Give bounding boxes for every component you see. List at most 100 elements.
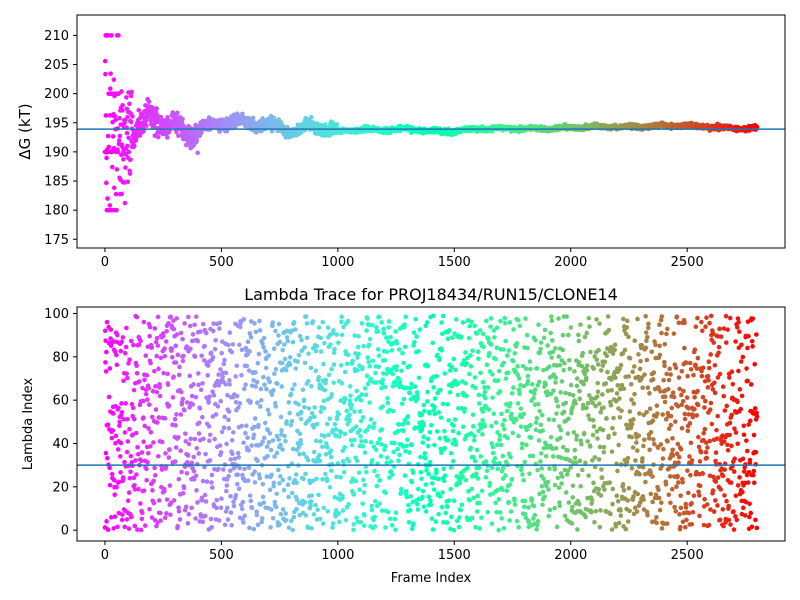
lambda-point — [413, 316, 419, 322]
lambda-point — [147, 324, 153, 330]
lambda-point — [429, 516, 435, 521]
lambda-point — [472, 458, 478, 464]
lambda-point — [484, 362, 490, 368]
lambda-point — [333, 427, 339, 432]
lambda-point — [432, 404, 437, 410]
delta-g-point — [260, 116, 265, 121]
lambda-point — [574, 383, 580, 389]
lambda-point — [363, 439, 368, 444]
lambda-point — [362, 450, 368, 455]
lambda-point — [389, 348, 395, 353]
lambda-point — [241, 440, 246, 446]
lambda-point — [178, 412, 184, 417]
lambda-point — [318, 335, 323, 341]
lambda-point — [258, 386, 264, 392]
delta-g-point — [156, 134, 161, 140]
lambda-point — [403, 488, 409, 494]
lambda-point — [228, 493, 233, 499]
lambda-point — [342, 369, 348, 375]
lambda-point — [172, 416, 178, 422]
lambda-point — [112, 514, 118, 519]
lambda-point — [372, 514, 378, 520]
lambda-point — [213, 412, 219, 417]
lambda-point — [490, 372, 495, 377]
lambda-point — [202, 492, 208, 498]
lambda-point — [450, 428, 456, 434]
lambda-point — [399, 368, 404, 374]
lambda-point — [597, 321, 602, 326]
lambda-point — [581, 430, 587, 436]
lambda-point — [558, 390, 563, 395]
lambda-point — [415, 507, 421, 512]
lambda-point — [390, 371, 395, 377]
lambda-point — [464, 361, 470, 366]
lambda-point — [475, 476, 481, 481]
lambda-point — [584, 368, 590, 373]
lambda-point — [364, 469, 369, 475]
delta-g-point — [136, 107, 142, 113]
lambda-point — [224, 488, 229, 494]
lambda-point — [320, 521, 326, 526]
lambda-point — [328, 448, 334, 453]
lambda-point — [423, 509, 429, 514]
delta-g-point — [309, 115, 314, 120]
lambda-point — [322, 434, 327, 439]
lambda-point — [450, 335, 455, 340]
lambda-point — [554, 524, 560, 530]
lambda-point — [285, 338, 291, 344]
lambda-point — [123, 401, 128, 406]
lambda-point — [596, 486, 602, 492]
lambda-point — [150, 388, 156, 394]
lambda-point — [176, 508, 182, 514]
lambda-point — [505, 353, 510, 358]
lambda-point — [342, 445, 347, 450]
lambda-point — [474, 509, 480, 514]
lambda-point — [437, 356, 442, 361]
lambda-point — [491, 411, 497, 417]
delta-g-point — [103, 71, 108, 77]
lambda-point — [410, 470, 416, 476]
lambda-point — [306, 378, 311, 384]
lambda-point — [271, 346, 277, 352]
lambda-point — [440, 401, 446, 407]
lambda-point — [323, 377, 329, 383]
lambda-point — [595, 380, 600, 386]
lambda-point — [485, 509, 491, 515]
lambda-point — [174, 316, 179, 321]
lambda-point — [119, 517, 125, 523]
lambda-point — [429, 422, 434, 428]
lambda-point — [444, 520, 450, 525]
lambda-point — [323, 471, 328, 477]
lambda-point — [467, 323, 473, 329]
lambda-point — [515, 364, 520, 369]
lambda-point — [481, 344, 486, 350]
lambda-point — [468, 364, 474, 369]
lambda-point — [196, 451, 202, 456]
lambda-point — [279, 384, 285, 389]
lambda-point — [384, 335, 389, 340]
lambda-point — [247, 349, 252, 354]
lambda-point — [532, 391, 537, 396]
lambda-point — [589, 509, 594, 515]
lambda-point — [297, 451, 302, 457]
lambda-point — [298, 441, 304, 447]
lambda-point — [296, 352, 302, 358]
lambda-point — [271, 480, 277, 486]
lambda-point — [193, 314, 199, 320]
lambda-point — [417, 327, 423, 332]
lambda-point — [200, 478, 206, 484]
lambda-point — [422, 451, 428, 456]
lambda-point — [255, 458, 260, 464]
lambda-point — [501, 426, 507, 432]
lambda-point — [285, 482, 291, 488]
lambda-point — [118, 454, 123, 459]
lambda-point — [354, 368, 360, 373]
lambda-point — [104, 349, 109, 355]
lambda-point — [595, 389, 601, 395]
lambda-point — [377, 436, 383, 442]
lambda-point — [115, 447, 121, 452]
lambda-point — [507, 518, 512, 523]
lambda-point — [569, 521, 575, 526]
delta-g-y-axis-label: ΔG (kT) — [16, 103, 34, 159]
lambda-point — [192, 354, 198, 359]
